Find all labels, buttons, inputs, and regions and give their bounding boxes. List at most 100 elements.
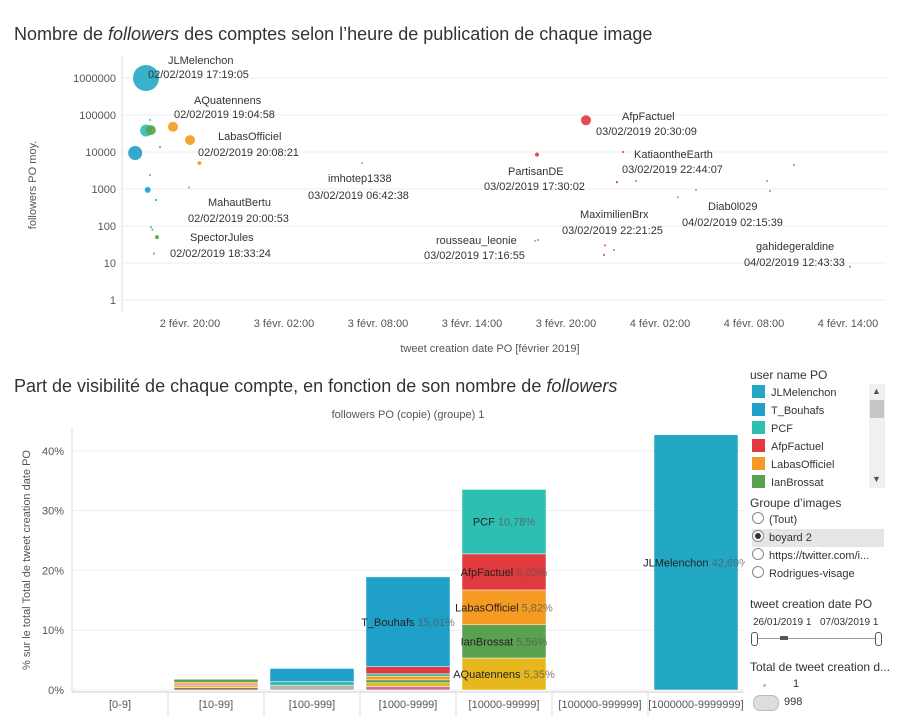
x-tick-label: [10-99] (199, 699, 233, 711)
x-tick-label: 3 févr. 14:00 (442, 318, 503, 330)
legend-label: JLMelenchon (771, 387, 837, 399)
size-legend-max: 998 (784, 696, 803, 708)
scatter-point (581, 115, 591, 126)
bar-segment (173, 681, 259, 685)
point-name-label: KatiaontheEarth (634, 149, 713, 161)
y-tick-label: 1000000 (73, 73, 116, 85)
legend-label: AfpFactuel (771, 441, 824, 453)
scatter-point (537, 239, 539, 241)
scroll-up-icon[interactable]: ▲ (872, 386, 881, 396)
x-axis-label: tweet creation date PO [février 2019] (400, 343, 579, 355)
filter-groupe-title: Groupe d’images (750, 496, 842, 510)
filter-option[interactable]: boyard 2 (752, 529, 884, 547)
scatter-point (793, 164, 795, 166)
point-date-label: 03/02/2019 06:42:38 (308, 190, 409, 202)
legend-label: IanBrossat (771, 477, 824, 489)
point-date-label: 04/02/2019 02:15:39 (682, 217, 783, 229)
legend-swatch (752, 475, 765, 488)
point-date-label: 03/02/2019 17:30:02 (484, 181, 585, 193)
filter-option[interactable]: https://twitter.com/i... (752, 547, 884, 565)
scatter-point (149, 119, 151, 121)
legend-item[interactable]: LabasOfficiel (752, 457, 834, 473)
point-name-label: gahidegeraldine (756, 241, 834, 253)
scatter-point (849, 265, 851, 268)
bar-segment-label: AQuatennens 5,35% (453, 669, 555, 681)
y-tick-label: 1000 (92, 184, 116, 196)
scatter-point (155, 199, 157, 201)
x-tick-label: [100000-999999] (558, 699, 641, 711)
date-filter-title: tweet creation date PO (750, 597, 873, 611)
y-tick-label: 100000 (79, 110, 116, 122)
scatter-point (361, 162, 363, 165)
date-slider-track[interactable] (754, 638, 880, 639)
radio-icon[interactable] (752, 530, 764, 542)
scatter-point (144, 186, 151, 193)
size-legend-title: Total de tweet creation d... (750, 660, 891, 674)
legend-swatch (752, 457, 765, 470)
radio-icon[interactable] (752, 548, 764, 560)
legend-swatch (752, 439, 765, 452)
date-slider-range (780, 636, 788, 640)
bar-chart-subtitle: followers PO (copie) (groupe) 1 (332, 409, 485, 421)
point-date-label: 03/02/2019 22:21:25 (562, 225, 663, 237)
bar-segment (365, 673, 451, 677)
x-tick-label: [0-9] (109, 699, 131, 711)
radio-icon[interactable] (752, 512, 764, 524)
scatter-point (616, 181, 618, 183)
y-tick-label: 1 (110, 295, 116, 307)
scatter-point (133, 65, 159, 91)
x-tick-label: 3 févr. 08:00 (348, 318, 409, 330)
date-slider-end-handle[interactable] (875, 632, 882, 646)
scroll-down-icon[interactable]: ▼ (872, 474, 881, 484)
x-tick-label: [1000000-9999999] (648, 699, 743, 711)
size-legend-min-marker (763, 684, 766, 687)
scroll-thumb[interactable] (870, 400, 884, 418)
size-legend-max-marker (753, 695, 779, 711)
legend-item[interactable]: JLMelenchon (752, 385, 836, 401)
point-date-label: 03/02/2019 22:44:07 (622, 164, 723, 176)
x-tick-label: 2 févr. 20:00 (160, 318, 221, 330)
scatter-point (635, 180, 637, 182)
bar-segment-label: JLMelenchon 42,69% (643, 557, 745, 569)
scatter-point (152, 252, 155, 255)
bar-chart: followers PO (copie) (groupe) 1 0% 10% 20% 3… (21, 409, 745, 716)
legend-label: LabasOfficiel (771, 459, 835, 471)
bar-segment (173, 685, 259, 688)
scatter-point (604, 244, 606, 247)
radio-icon[interactable] (752, 566, 764, 578)
scatter-point (613, 249, 615, 251)
scatter-point (155, 235, 159, 240)
legend-item[interactable]: IanBrossat (752, 475, 824, 491)
bar-segment (269, 668, 355, 682)
legend-scrollbar[interactable]: ▲ ▼ (869, 384, 885, 488)
legend-item[interactable]: T_Bouhafs (752, 403, 824, 419)
legend-item[interactable]: PCF (752, 421, 793, 437)
x-tick-label: [10000-99999] (469, 699, 540, 711)
bar-segment (365, 682, 451, 687)
point-name-label: PartisanDE (508, 166, 564, 178)
bar-segment (173, 687, 259, 691)
y-tick-label: 30% (42, 506, 64, 518)
x-tick-label: 4 févr. 02:00 (630, 318, 691, 330)
scatter-chart: 1 10 100 1000 10000 100000 1000000 followers PO… (27, 55, 886, 355)
scatter-point (188, 186, 190, 189)
x-tick-label: [100-999] (289, 699, 335, 711)
y-tick-label: 100 (98, 221, 116, 233)
scatter-point (769, 190, 771, 192)
scatter-point (534, 239, 536, 242)
bar-title: Part de visibilité de chaque compte, en … (14, 376, 618, 396)
filter-option[interactable]: (Tout) (752, 511, 884, 529)
date-slider-start-handle[interactable] (751, 632, 758, 646)
filter-option[interactable]: Rodrigues-visage (752, 565, 884, 583)
scatter-point (151, 228, 154, 231)
bar-segment (461, 624, 547, 659)
point-name-label: AfpFactuel (622, 111, 675, 123)
bar-segment (653, 434, 739, 691)
bar-segment (269, 684, 355, 691)
legend-item[interactable]: AfpFactuel (752, 439, 824, 455)
bar-segment (365, 666, 451, 675)
point-name-label: AQuatennens (194, 95, 262, 107)
bar-segment (365, 576, 451, 667)
point-date-label: 02/02/2019 18:33:24 (170, 248, 271, 260)
scatter-point (677, 196, 679, 199)
